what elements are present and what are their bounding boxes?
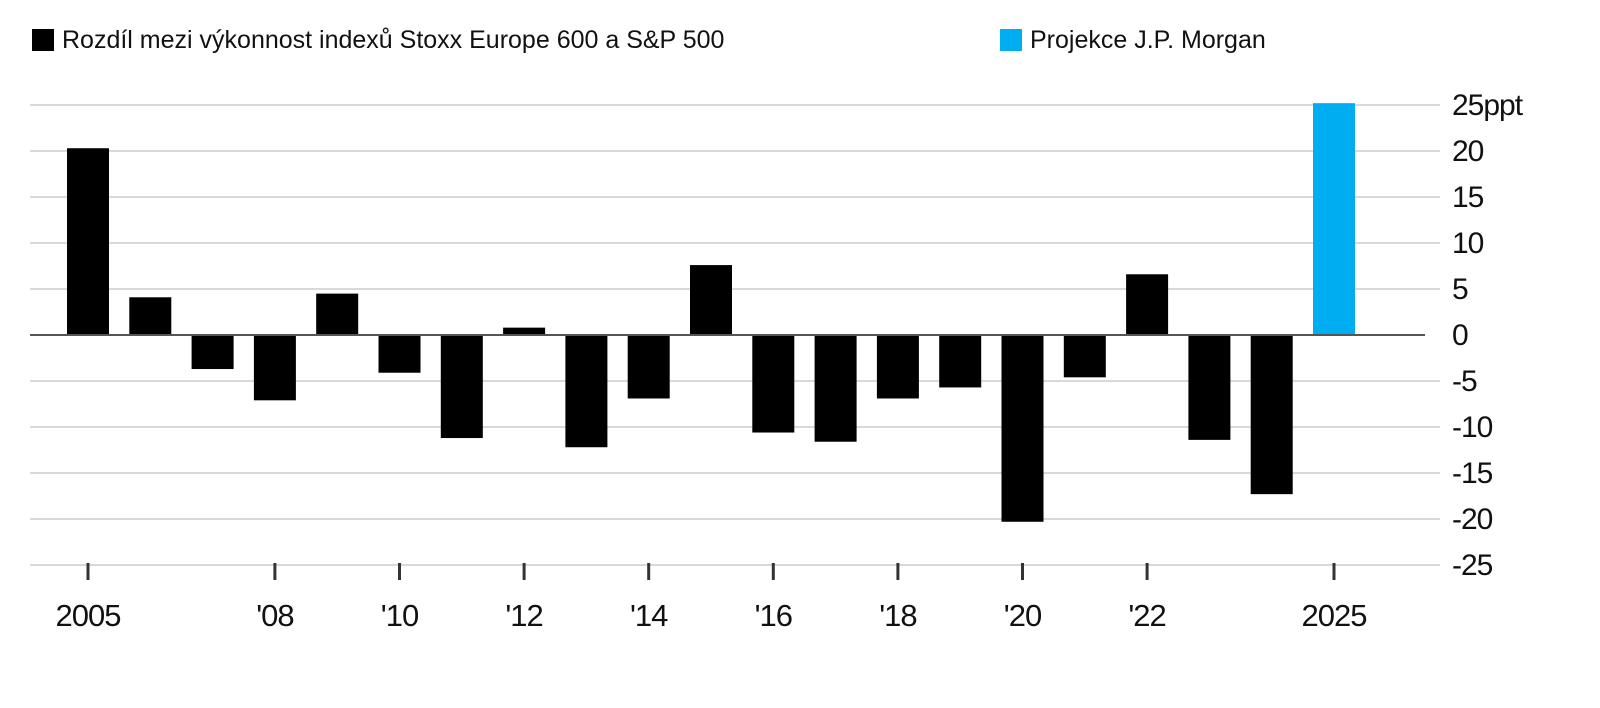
gridlines — [30, 104, 1440, 566]
bar-2006 — [129, 297, 172, 335]
legend-swatch-blue — [1000, 29, 1022, 51]
x-axis: 2005 '08 '10 '12 '14 '16 '18 '20 '22 2025 — [56, 563, 1367, 633]
bar-2015 — [690, 265, 732, 335]
y-axis: 25ppt 20 15 10 5 0 -5 -10 -15 -20 -25 — [1452, 89, 1525, 582]
y-tick-label: 0 — [1452, 319, 1468, 352]
bar-2023 — [1188, 335, 1231, 440]
bar-2009 — [316, 293, 359, 335]
bar-2016 — [752, 335, 795, 433]
bar-2018 — [876, 335, 919, 399]
bars — [67, 103, 1355, 522]
y-tick-label: 25ppt — [1452, 89, 1524, 122]
y-tick-label: 5 — [1452, 273, 1468, 306]
bar-2021 — [1063, 335, 1106, 378]
y-tick-label: 20 — [1452, 135, 1484, 168]
legend-item-spread: Rozdíl mezi výkonnost indexů Stoxx Europ… — [32, 20, 724, 60]
bar-2024 — [1250, 335, 1293, 495]
bar-2022 — [1126, 274, 1169, 335]
x-tick-label: '08 — [256, 598, 293, 633]
x-tick-label: '10 — [381, 598, 419, 633]
x-tick-label: '14 — [630, 598, 668, 633]
y-tick-label: 15 — [1452, 181, 1484, 214]
bar-2010 — [378, 335, 421, 373]
y-tick-label: -15 — [1452, 457, 1493, 490]
bar-2005 — [67, 148, 109, 335]
legend-label-projection: Projekce J.P. Morgan — [1030, 25, 1266, 54]
y-tick-label: -25 — [1452, 549, 1493, 582]
bar-2012 — [503, 327, 546, 335]
bar-2011 — [440, 335, 483, 439]
bar-2020 — [1001, 335, 1044, 522]
bar-2007 — [191, 335, 234, 370]
bar-2014 — [627, 335, 670, 399]
x-tick-label: 2005 — [56, 598, 121, 633]
legend-item-projection: Projekce J.P. Morgan — [1000, 20, 1266, 60]
x-tick-label: '16 — [755, 598, 792, 633]
x-tick-label: '20 — [1004, 598, 1042, 633]
bar-2025 — [1313, 103, 1355, 335]
y-tick-label: 10 — [1452, 227, 1484, 260]
bar-2013 — [565, 335, 608, 448]
x-tick-label: '22 — [1128, 598, 1165, 633]
legend-label-spread: Rozdíl mezi výkonnost indexů Stoxx Europ… — [62, 25, 725, 54]
y-tick-label: -10 — [1452, 411, 1493, 444]
y-tick-label: -5 — [1452, 365, 1477, 398]
x-tick-label: '12 — [505, 598, 542, 633]
x-tick-label: 2025 — [1302, 598, 1367, 633]
bar-2008 — [253, 335, 296, 401]
legend-swatch-black — [32, 29, 54, 51]
bar-2017 — [814, 335, 857, 442]
x-tick-label: '18 — [879, 598, 916, 633]
bar-2019 — [939, 335, 982, 388]
y-tick-label: -20 — [1452, 503, 1493, 536]
